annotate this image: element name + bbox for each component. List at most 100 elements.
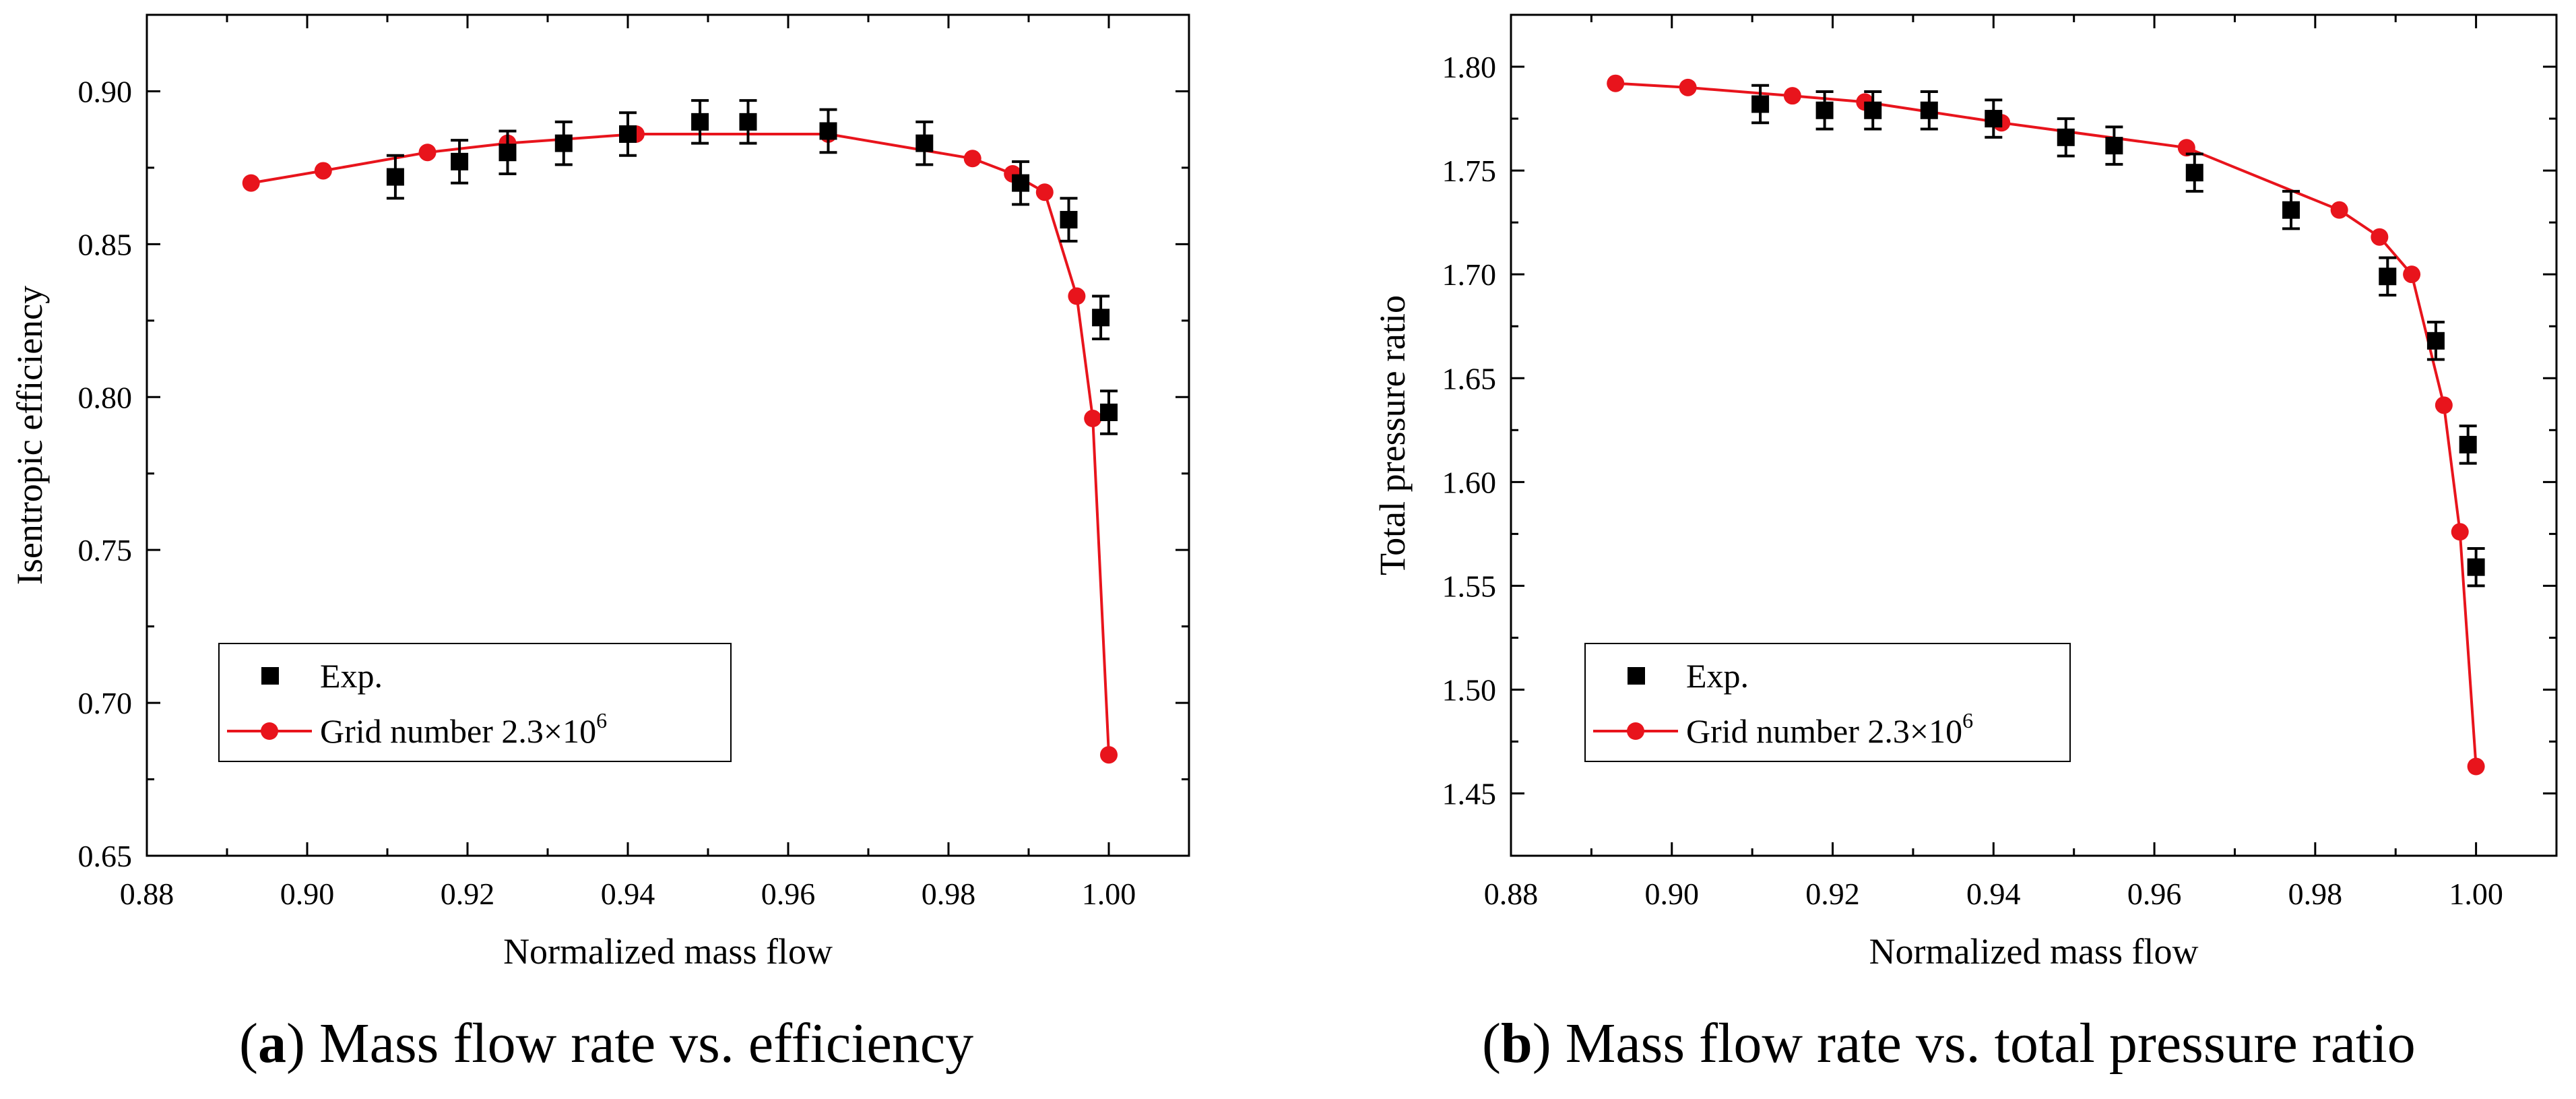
legend-sim-label-exponent: 6 — [1962, 708, 1973, 732]
exp-point — [2282, 201, 2300, 219]
legend-box — [218, 643, 732, 762]
x-tick-label: 0.94 — [601, 877, 655, 911]
legend-exp-marker — [1628, 667, 1645, 685]
x-tick-label: 0.94 — [1966, 877, 2021, 911]
x-tick-label: 0.88 — [120, 877, 174, 911]
y-tick-label: 1.45 — [1442, 777, 1497, 811]
y-tick-label: 0.90 — [78, 74, 133, 108]
exp-point — [2105, 137, 2123, 155]
sim-point — [242, 174, 260, 192]
sim-series-line — [251, 133, 1110, 755]
y-tick-label: 1.80 — [1442, 50, 1497, 84]
exp-point — [1751, 95, 1770, 113]
exp-point — [1012, 174, 1030, 192]
legend-sim-marker — [261, 722, 278, 740]
y-tick-label: 1.75 — [1442, 154, 1497, 188]
exp-point — [1060, 211, 1078, 229]
y-tick-label: 1.55 — [1442, 569, 1497, 603]
exp-point — [691, 113, 709, 131]
exp-point — [819, 122, 837, 140]
x-tick-label: 0.90 — [1645, 877, 1700, 911]
exp-point — [619, 125, 637, 143]
y-axis-label: Total pressure ratio — [1372, 295, 1413, 575]
sim-point — [1679, 78, 1697, 96]
exp-point — [2467, 558, 2485, 576]
x-tick-label: 0.92 — [441, 877, 495, 911]
sim-point — [2435, 396, 2453, 414]
x-tick-label: 1.00 — [1082, 877, 1136, 911]
sim-point — [1100, 746, 1118, 764]
exp-point — [1920, 101, 1938, 119]
x-tick-label: 1.00 — [2449, 877, 2503, 911]
x-axis-label: Normalized mass flow — [503, 931, 833, 972]
chart-pressure-ratio: 0.88 0.90 0.92 0.94 0.96 0.98 1.00 1.45 1.50 1.55… — [1372, 13, 2558, 972]
legend-sim-label: Grid number 2.3×106 — [320, 708, 607, 750]
exp-point — [1985, 110, 2003, 128]
sim-point — [2330, 201, 2348, 219]
exp-point — [451, 152, 469, 170]
y-tick-label: 0.85 — [78, 227, 133, 261]
exp-point — [915, 134, 934, 152]
sim-point — [1084, 410, 1102, 428]
sim-series-line — [1615, 82, 2478, 767]
exp-point — [739, 113, 757, 131]
sim-point — [1068, 287, 1086, 305]
y-tick-label: 1.50 — [1442, 672, 1497, 707]
x-axis-label: Normalized mass flow — [1869, 931, 2199, 972]
y-axis-label: Isentropic efficiency — [9, 286, 50, 585]
y-tick-label: 0.65 — [78, 839, 133, 873]
legend-sim-label-exponent: 6 — [596, 708, 607, 732]
sim-point — [418, 144, 437, 162]
caption-a-text: Mass flow rate vs. efficiency — [304, 1012, 974, 1075]
y-tick-label: 0.70 — [78, 686, 133, 720]
caption-b: (b) Mass flow rate vs. total pressure ra… — [1482, 1012, 2416, 1075]
exp-point — [2459, 435, 2477, 453]
exp-point — [1092, 309, 1110, 327]
legend-sim-marker — [1627, 722, 1644, 740]
exp-point — [1864, 101, 1882, 119]
sim-point — [2371, 228, 2389, 246]
sim-point — [2451, 523, 2469, 541]
exp-point — [2185, 164, 2203, 182]
exp-point — [2057, 128, 2075, 146]
legend-sim-label: Grid number 2.3×106 — [1686, 708, 1973, 750]
y-tick-label: 0.80 — [78, 380, 133, 414]
legend-box — [1584, 643, 2071, 762]
y-tick-label: 1.60 — [1442, 465, 1497, 499]
chart-efficiency: 0.88 0.90 0.92 0.94 0.96 0.98 1.00 0.65 0.70 0.75… — [9, 13, 1190, 972]
sim-point — [963, 150, 981, 168]
exp-point — [2426, 332, 2445, 350]
plot-frame — [1510, 13, 2558, 857]
legend: Exp. Grid number 2.3×106 — [218, 643, 732, 762]
x-tick-label: 0.96 — [761, 877, 816, 911]
legend-exp-label: Exp. — [320, 657, 383, 695]
sim-point — [1783, 87, 1801, 105]
sim-point — [2177, 139, 2195, 157]
x-tick-label: 0.92 — [1805, 877, 1860, 911]
x-tick-label: 0.88 — [1484, 877, 1539, 911]
sim-point — [1035, 183, 1054, 201]
x-tick-label: 0.98 — [922, 877, 976, 911]
caption-b-text: Mass flow rate vs. total pressure ratio — [1551, 1012, 2416, 1075]
sim-point — [2403, 265, 2421, 284]
sim-point — [1607, 74, 1625, 92]
exp-point — [498, 144, 517, 162]
exp-point — [1815, 101, 1834, 119]
legend: Exp. Grid number 2.3×106 — [1584, 643, 2071, 762]
y-tick-label: 0.75 — [78, 533, 133, 567]
caption-b-letter: b — [1500, 1012, 1533, 1075]
sim-point — [314, 162, 332, 180]
y-tick-label: 1.65 — [1442, 361, 1497, 396]
caption-a-letter: a — [257, 1012, 286, 1075]
sim-point — [2467, 757, 2485, 776]
x-tick-label: 0.90 — [280, 877, 335, 911]
legend-exp-marker — [261, 667, 279, 685]
exp-point — [386, 168, 404, 186]
x-tick-label: 0.98 — [2288, 877, 2343, 911]
exp-point — [554, 134, 573, 152]
y-tick-label: 1.70 — [1442, 257, 1497, 292]
exp-point — [1100, 403, 1118, 421]
exp-point — [2379, 268, 2397, 286]
caption-a: (a) Mass flow rate vs. efficiency — [239, 1012, 974, 1075]
